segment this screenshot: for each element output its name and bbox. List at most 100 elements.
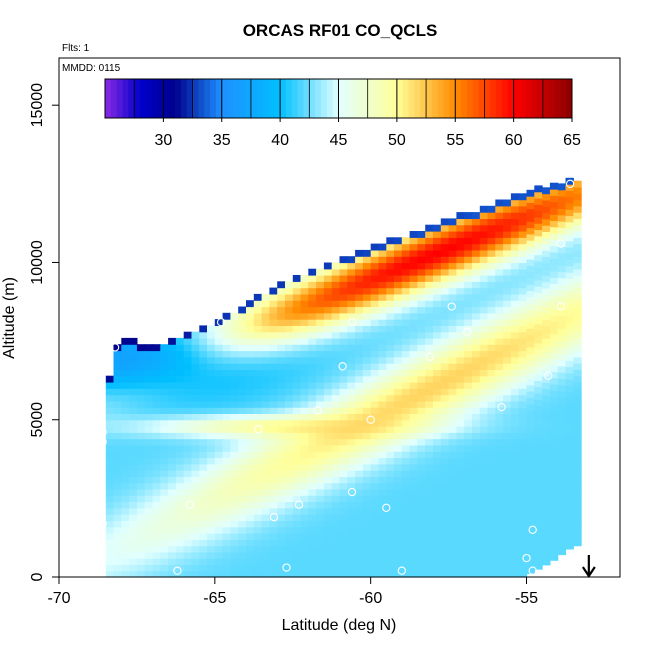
colorbar-swatch: [525, 79, 532, 118]
heatmap-cell: [199, 551, 208, 559]
heatmap-cell: [238, 356, 247, 364]
heatmap-cell: [316, 539, 325, 547]
heatmap-cell: [129, 526, 138, 534]
heatmap-cell: [129, 356, 138, 364]
heatmap-cell: [355, 501, 364, 509]
heatmap-cell: [246, 526, 255, 534]
heatmap-cell: [448, 413, 457, 421]
heatmap-cell: [152, 533, 161, 540]
heatmap-cell: [347, 331, 356, 339]
heatmap-cell: [542, 187, 551, 195]
heatmap-cell: [355, 438, 364, 446]
colorbar-swatch: [443, 79, 450, 118]
heatmap-cell: [448, 287, 457, 295]
heatmap-cell: [534, 267, 543, 275]
heatmap-cell: [464, 413, 473, 421]
heatmap-cell: [230, 337, 239, 345]
heatmap-cell: [472, 476, 481, 484]
heatmap-cell: [238, 331, 247, 339]
heatmap-cell: [316, 501, 325, 509]
heatmap-cell: [362, 482, 372, 490]
heatmap-cell: [518, 193, 528, 201]
heatmap-cell: [487, 539, 496, 547]
heatmap-cell: [105, 413, 115, 421]
heatmap-cell: [557, 391, 567, 398]
heatmap-cell: [136, 369, 146, 377]
heatmap-cell: [347, 350, 356, 358]
heatmap-cell: [253, 337, 263, 345]
heatmap-cell: [542, 225, 551, 232]
heatmap-cell: [339, 287, 348, 295]
heatmap-cell: [401, 256, 411, 264]
heatmap-cell: [433, 331, 442, 339]
heatmap-cell: [292, 388, 302, 396]
heatmap-cell: [285, 451, 294, 459]
heatmap-cell: [183, 564, 193, 572]
heatmap-cell: [316, 419, 325, 427]
heatmap-cell: [534, 443, 543, 451]
heatmap-cell: [238, 507, 247, 515]
heatmap-cell: [495, 551, 504, 559]
heatmap-cell: [526, 378, 535, 386]
heatmap-cell: [440, 388, 450, 396]
heatmap-cell: [448, 558, 457, 565]
heatmap-cell: [440, 306, 450, 314]
heatmap-cell: [456, 501, 465, 509]
heatmap-cell: [464, 350, 473, 358]
heatmap-cell: [347, 432, 356, 440]
heatmap-cell: [113, 382, 122, 389]
colorbar-swatch: [169, 79, 176, 118]
heatmap-cell: [230, 382, 239, 389]
heatmap-cell: [308, 287, 317, 295]
heatmap-cell: [518, 482, 528, 490]
heatmap-cell: [277, 312, 286, 320]
heatmap-cell: [448, 451, 457, 459]
heatmap-cell: [316, 268, 325, 276]
heatmap-cell: [144, 407, 154, 414]
heatmap-cell: [549, 346, 559, 354]
heatmap-cell: [401, 363, 411, 370]
heatmap-cell: [277, 520, 286, 528]
heatmap-cell: [526, 535, 535, 543]
heatmap-cell: [136, 564, 146, 572]
heatmap-cell: [261, 488, 270, 496]
heatmap-cell: [261, 306, 270, 314]
heatmap-cell: [526, 567, 535, 575]
y-tick-label: 10000: [29, 240, 46, 285]
heatmap-cell: [160, 394, 169, 402]
heatmap-cell: [573, 470, 582, 477]
colorbar-swatch: [560, 79, 567, 118]
heatmap-cell: [573, 526, 582, 534]
heatmap-cell: [285, 533, 294, 540]
heatmap-cell: [417, 457, 426, 465]
heatmap-cell: [487, 488, 496, 496]
heatmap-cell: [472, 526, 481, 534]
heatmap-cell: [479, 407, 489, 414]
heatmap-cell: [425, 501, 434, 509]
heatmap-cell: [510, 476, 520, 484]
heatmap-cell: [230, 438, 239, 446]
heatmap-cell: [300, 419, 309, 427]
heatmap-cell: [292, 413, 302, 421]
heatmap-cell: [136, 382, 146, 389]
heatmap-cell: [292, 369, 302, 377]
heatmap-cell: [433, 539, 442, 547]
heatmap-cell: [144, 388, 154, 396]
heatmap-cell: [246, 432, 255, 440]
heatmap-cell: [557, 340, 567, 348]
heatmap-cell: [573, 268, 582, 276]
heatmap-cell: [433, 400, 442, 408]
observation-marker: [522, 553, 531, 563]
heatmap-cell: [534, 405, 543, 413]
heatmap-cell: [401, 501, 411, 509]
heatmap-cell: [175, 413, 185, 421]
heatmap-cell: [370, 507, 380, 515]
heatmap-cell: [549, 258, 559, 266]
heatmap-cell: [347, 520, 356, 528]
heatmap-cell: [534, 393, 543, 400]
heatmap-cell: [323, 350, 333, 358]
heatmap-cell: [136, 432, 146, 440]
heatmap-cell: [472, 337, 481, 345]
heatmap-cell: [253, 514, 263, 521]
heatmap-cell: [378, 306, 387, 314]
